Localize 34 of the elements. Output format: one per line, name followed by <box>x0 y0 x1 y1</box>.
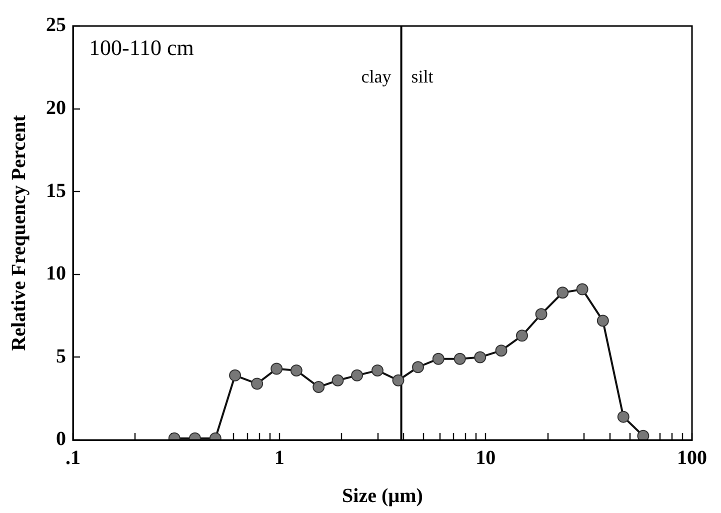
point <box>432 352 444 365</box>
y-axis-title: Relative Frequency Percent <box>8 114 30 351</box>
annotation: 100-110 cm <box>89 34 194 60</box>
point <box>617 410 630 423</box>
x-tick-label: 10 <box>476 447 496 470</box>
y-tick-label: 10 <box>46 262 66 285</box>
x-tick-label: 1 <box>274 447 284 470</box>
point <box>556 286 569 299</box>
x-axis-title: Size (µm) <box>342 485 423 508</box>
x-tick-label: .1 <box>66 447 80 470</box>
x-tick-label: 100 <box>677 447 707 470</box>
point <box>454 352 466 365</box>
point <box>516 330 528 342</box>
y-tick-label: 0 <box>56 428 66 450</box>
point <box>270 362 283 375</box>
point <box>535 308 548 320</box>
point <box>495 344 508 357</box>
y-tick-label: 20 <box>46 96 66 119</box>
point <box>596 314 609 327</box>
point <box>392 374 404 386</box>
point <box>332 374 344 386</box>
y-tick-label: 25 <box>46 14 66 36</box>
point <box>371 364 384 376</box>
point <box>351 369 364 382</box>
point <box>474 351 486 364</box>
point <box>290 364 302 376</box>
y-tick-label: 15 <box>46 180 66 202</box>
annotation: clay <box>361 66 392 87</box>
point <box>576 283 588 296</box>
point <box>229 369 242 382</box>
y-tick-label: 5 <box>56 345 66 368</box>
annotation: silt <box>411 66 434 87</box>
point <box>637 430 650 440</box>
point <box>412 361 424 374</box>
